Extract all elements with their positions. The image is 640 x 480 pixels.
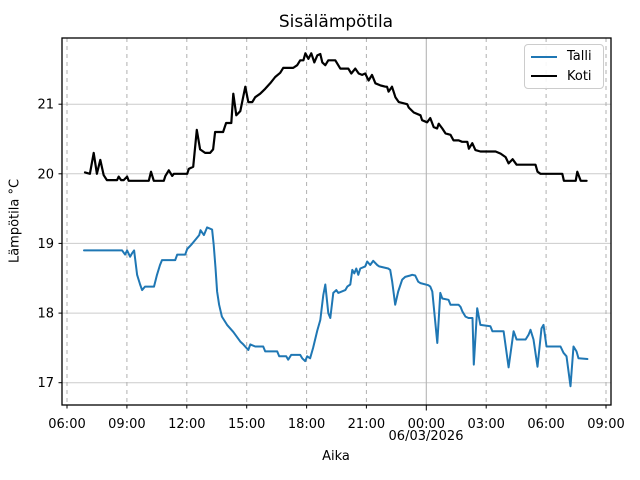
x-tick-label: 12:00 xyxy=(168,417,205,432)
legend-line-swatch xyxy=(531,75,557,78)
x-tick-label: 21:00 xyxy=(348,417,385,432)
talli-line xyxy=(83,226,589,388)
koti-line xyxy=(83,52,588,182)
x-tick-label: 18:00 xyxy=(288,417,325,432)
plot-border xyxy=(61,37,612,406)
x-tick-label: 03:00 xyxy=(467,417,504,432)
legend-line-swatch xyxy=(531,55,557,58)
y-tick-label: 18 xyxy=(37,307,54,322)
x-axis-date-label: 06/03/2026 xyxy=(388,429,464,444)
chart-title: Sisälämpötila xyxy=(278,12,394,32)
y-tick-label: 17 xyxy=(37,376,54,391)
x-tick-label: 09:00 xyxy=(108,417,145,432)
y-tick-label: 19 xyxy=(37,237,54,252)
x-tick-label: 00:00 xyxy=(408,417,445,432)
x-tick-label: 09:00 xyxy=(587,417,624,432)
legend-item: Koti xyxy=(531,67,597,86)
legend-item: Talli xyxy=(531,47,597,66)
x-tick-label: 06:00 xyxy=(527,417,564,432)
x-tick-label: 15:00 xyxy=(228,417,265,432)
x-tick-label: 06:00 xyxy=(48,417,85,432)
legend: Talli Koti xyxy=(524,44,604,89)
y-axis-label: Lämpötila °C xyxy=(7,178,23,264)
x-axis-label: Aika xyxy=(322,449,350,464)
legend-label: Talli xyxy=(567,49,592,65)
y-tick-label: 20 xyxy=(37,167,54,182)
y-tick-label: 21 xyxy=(37,98,54,113)
legend-label: Koti xyxy=(567,68,592,84)
